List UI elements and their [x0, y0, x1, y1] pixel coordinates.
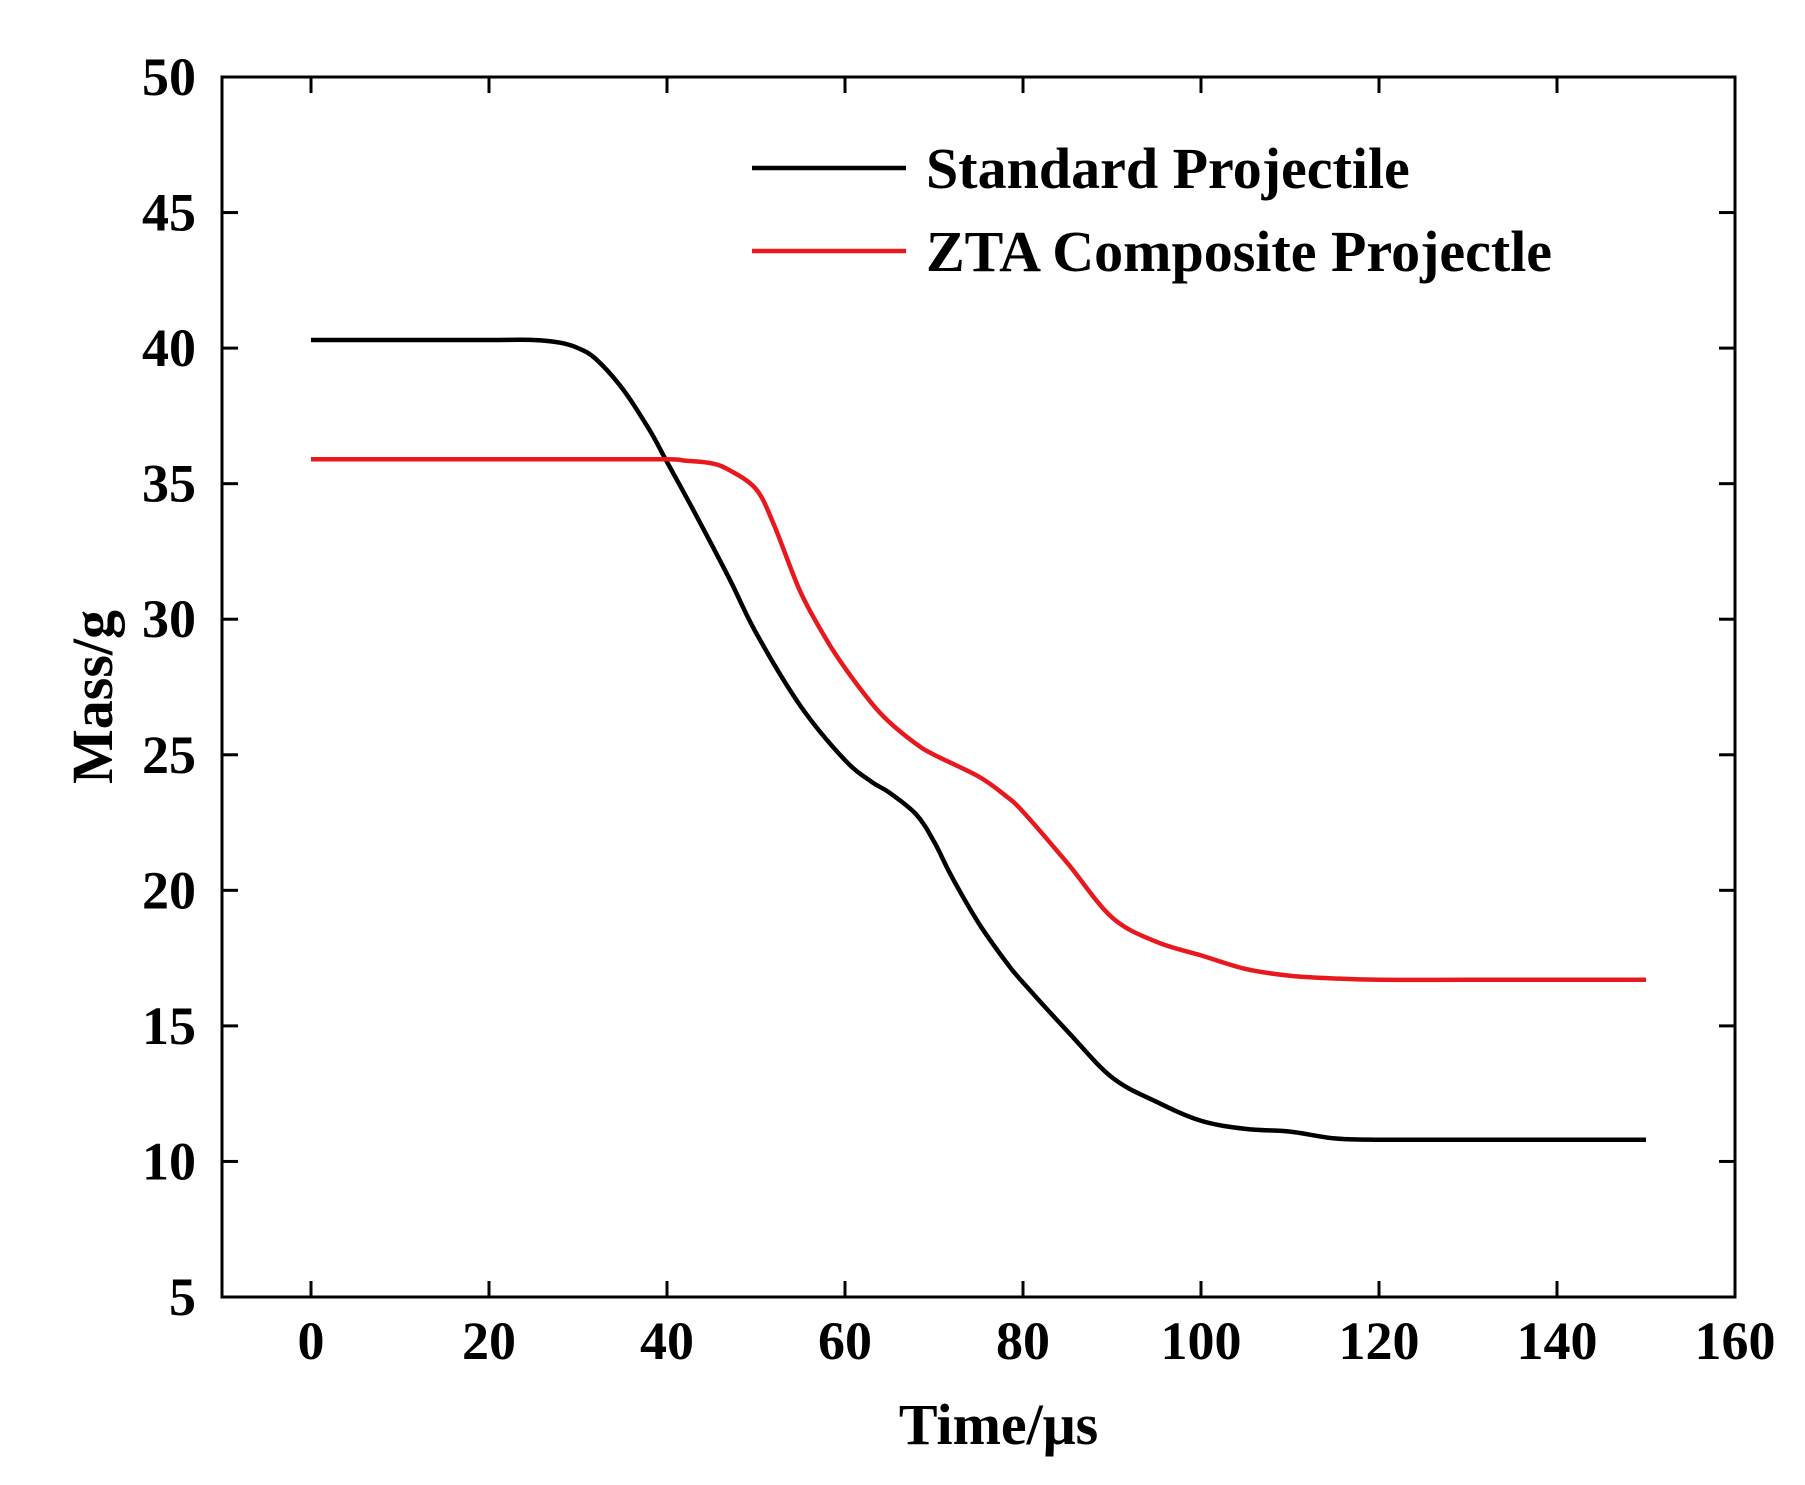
series-layer — [310, 337, 1646, 1143]
series-line-1 — [310, 456, 1646, 983]
x-tick-label: 140 — [1517, 1311, 1598, 1371]
y-tick-label: 45 — [142, 183, 196, 243]
y-tick-label: 30 — [142, 589, 196, 649]
y-tick-label: 50 — [142, 47, 196, 107]
legend-label-0: Standard Projectile — [926, 136, 1410, 201]
ticks-layer: 0 20 40 60 80 100 120 140 160 5 10 15 20 25 30 35 40 45 50 — [142, 47, 1776, 1371]
plot-frame — [220, 75, 1737, 1299]
x-tick-label: 0 — [298, 1311, 325, 1371]
legend-label-1: ZTA Composite Projectle — [926, 219, 1552, 284]
x-tick-label: 100 — [1161, 1311, 1242, 1371]
x-tick-label: 40 — [640, 1311, 694, 1371]
legend: Standard Projectile ZTA Composite Project… — [752, 136, 1552, 284]
x-tick-label: 120 — [1339, 1311, 1420, 1371]
y-tick-label: 5 — [169, 1267, 196, 1327]
y-axis-title: Mass/g — [60, 610, 125, 784]
x-tick-label: 80 — [996, 1311, 1050, 1371]
y-tick-label: 40 — [142, 318, 196, 378]
y-tick-label: 15 — [142, 996, 196, 1056]
y-tick-label: 10 — [142, 1131, 196, 1191]
x-tick-label: 160 — [1695, 1311, 1776, 1371]
x-tick-label: 20 — [462, 1311, 516, 1371]
y-tick-label: 25 — [142, 725, 196, 785]
y-tick-label: 20 — [142, 860, 196, 920]
series-line-0 — [310, 337, 1646, 1143]
y-tick-label: 35 — [142, 454, 196, 514]
x-tick-label: 60 — [818, 1311, 872, 1371]
x-axis-title: Time/μs — [899, 1392, 1098, 1457]
